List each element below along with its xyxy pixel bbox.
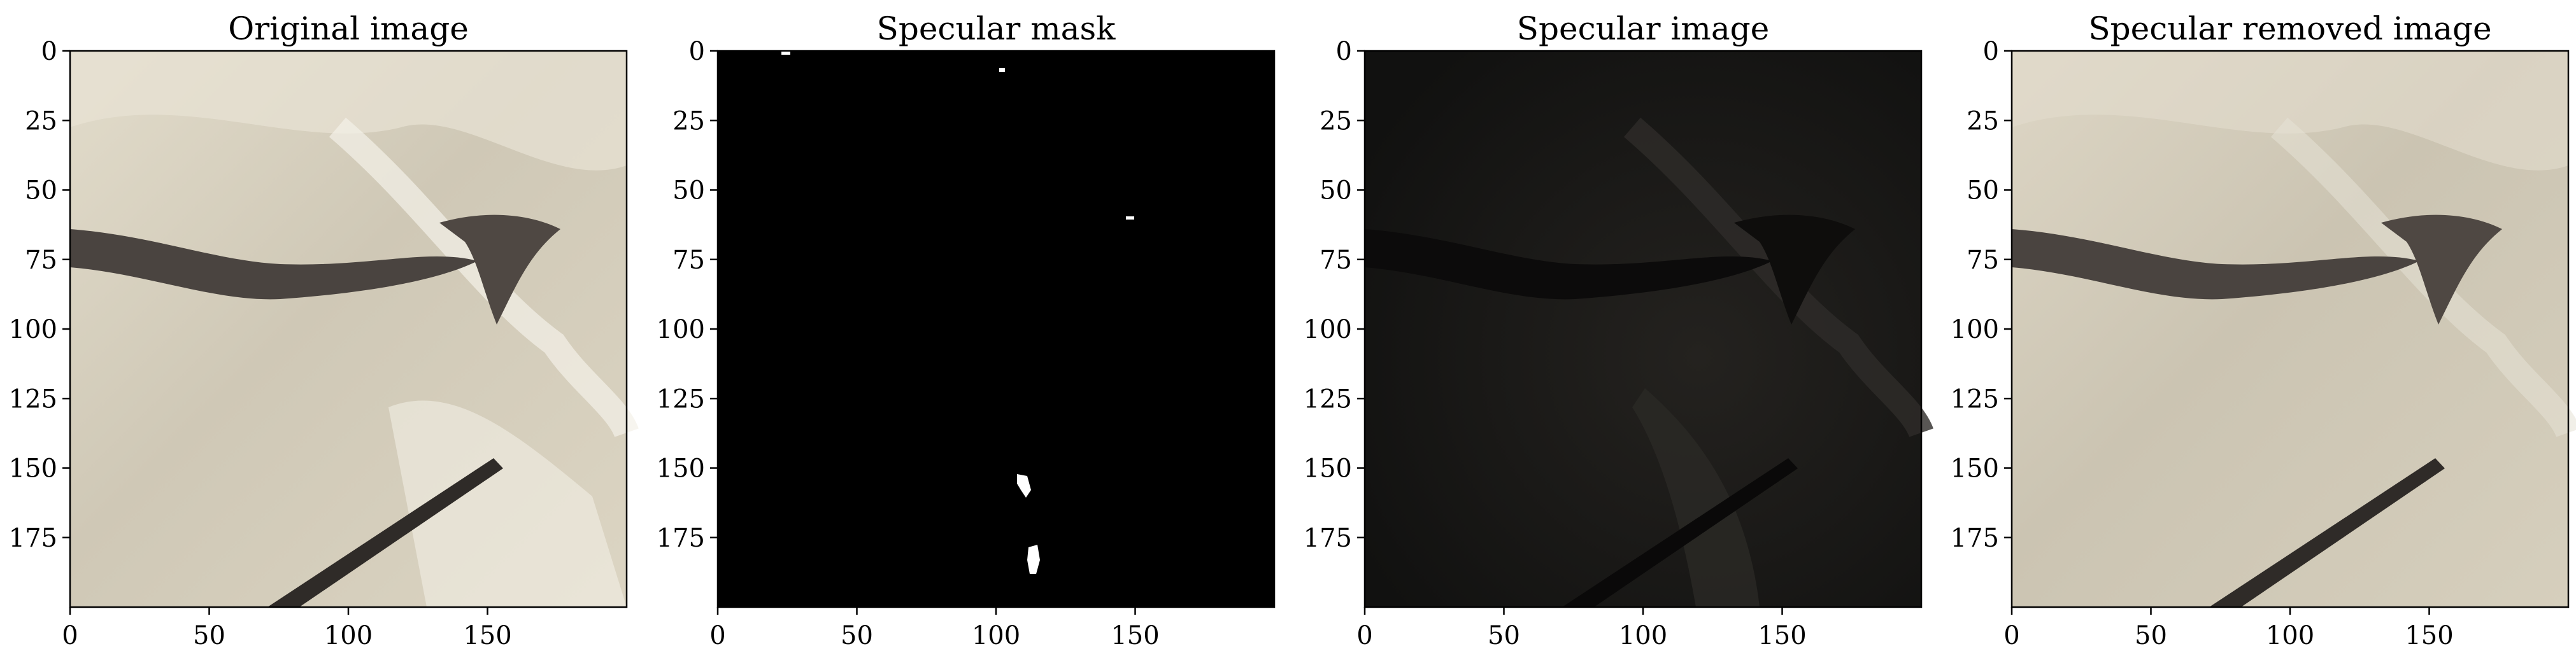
mask-speck [1126,216,1134,220]
panel-removed: Specular removed image 0 50 100 150 0 25 50 75… [1951,10,2576,650]
y-tick-label: 175 [9,524,57,553]
x-tick-label: 150 [1111,621,1159,650]
x-tick-label: 0 [1356,621,1372,650]
x-axis: 0 50 100 150 [2003,607,2454,650]
y-axis: 0 25 50 75 100 125 150 175 [9,37,70,553]
y-tick-label: 75 [1967,246,1999,275]
x-tick-label: 50 [2135,621,2167,650]
panel-mask: Specular mask 0 50 100 150 0 25 50 75 100 125 150… [657,10,1276,650]
y-tick-label: 25 [672,106,705,136]
y-tick-label: 125 [1951,384,1999,414]
x-axis: 0 50 100 150 [62,607,512,650]
panel-title: Specular removed image [2088,10,2491,47]
y-tick-label: 25 [1967,106,1999,136]
y-tick-label: 125 [1304,384,1352,414]
x-tick-label: 50 [193,621,225,650]
y-axis: 0 25 50 75 100 125 150 175 [1304,37,1365,553]
x-tick-label: 50 [841,621,873,650]
x-tick-label: 150 [463,621,511,650]
y-tick-label: 75 [25,246,57,275]
x-axis: 0 50 100 150 [709,607,1160,650]
x-tick-label: 100 [2266,621,2314,650]
panel-title: Specular image [1517,10,1769,47]
y-tick-label: 0 [1983,37,1999,66]
panel-title: Specular mask [877,10,1116,47]
x-tick-label: 150 [2405,621,2453,650]
mask-speck [781,51,790,55]
image-original [70,51,639,607]
y-tick-label: 175 [1951,524,1999,553]
mask-speck [1017,474,1031,498]
x-tick-label: 0 [62,621,78,650]
x-tick-label: 50 [1488,621,1520,650]
y-tick-label: 25 [25,106,57,136]
y-tick-label: 100 [657,315,705,344]
y-tick-label: 175 [1304,524,1352,553]
y-tick-label: 175 [657,524,705,553]
y-axis: 0 25 50 75 100 125 150 175 [657,37,718,553]
image-mask [718,51,1274,607]
y-tick-label: 0 [41,37,57,66]
y-tick-label: 50 [1967,176,1999,206]
y-tick-label: 100 [1304,315,1352,344]
panel-specular: Specular image 0 50 100 150 0 25 50 75 100 125 15… [1304,10,1933,650]
x-axis: 0 50 100 150 [1356,607,1807,650]
x-tick-label: 100 [972,621,1020,650]
y-tick-label: 0 [689,37,705,66]
y-tick-label: 0 [1336,37,1352,66]
y-tick-label: 150 [657,454,705,484]
y-tick-label: 50 [25,176,57,206]
y-axis: 0 25 50 75 100 125 150 175 [1951,37,2012,553]
mask-speck [1027,545,1040,574]
x-tick-label: 0 [709,621,725,650]
y-tick-label: 125 [9,384,57,414]
x-tick-label: 100 [324,621,373,650]
panel-original: Original image 0 50 100 150 0 25 50 75 100 125 15… [9,10,639,650]
y-tick-label: 50 [1320,176,1352,206]
x-tick-label: 150 [1758,621,1806,650]
mask-speck [999,68,1005,72]
x-tick-label: 100 [1619,621,1667,650]
y-tick-label: 100 [9,315,57,344]
y-tick-label: 75 [1320,246,1352,275]
panel-title: Original image [228,10,469,47]
y-tick-label: 150 [1304,454,1352,484]
image-removed [2012,51,2576,607]
y-tick-label: 100 [1951,315,1999,344]
image-specular [1365,51,1933,607]
y-tick-label: 75 [672,246,705,275]
y-tick-label: 150 [9,454,57,484]
y-tick-label: 150 [1951,454,1999,484]
y-tick-label: 50 [672,176,705,206]
x-tick-label: 0 [2003,621,2019,650]
y-tick-label: 25 [1320,106,1352,136]
y-tick-label: 125 [657,384,705,414]
